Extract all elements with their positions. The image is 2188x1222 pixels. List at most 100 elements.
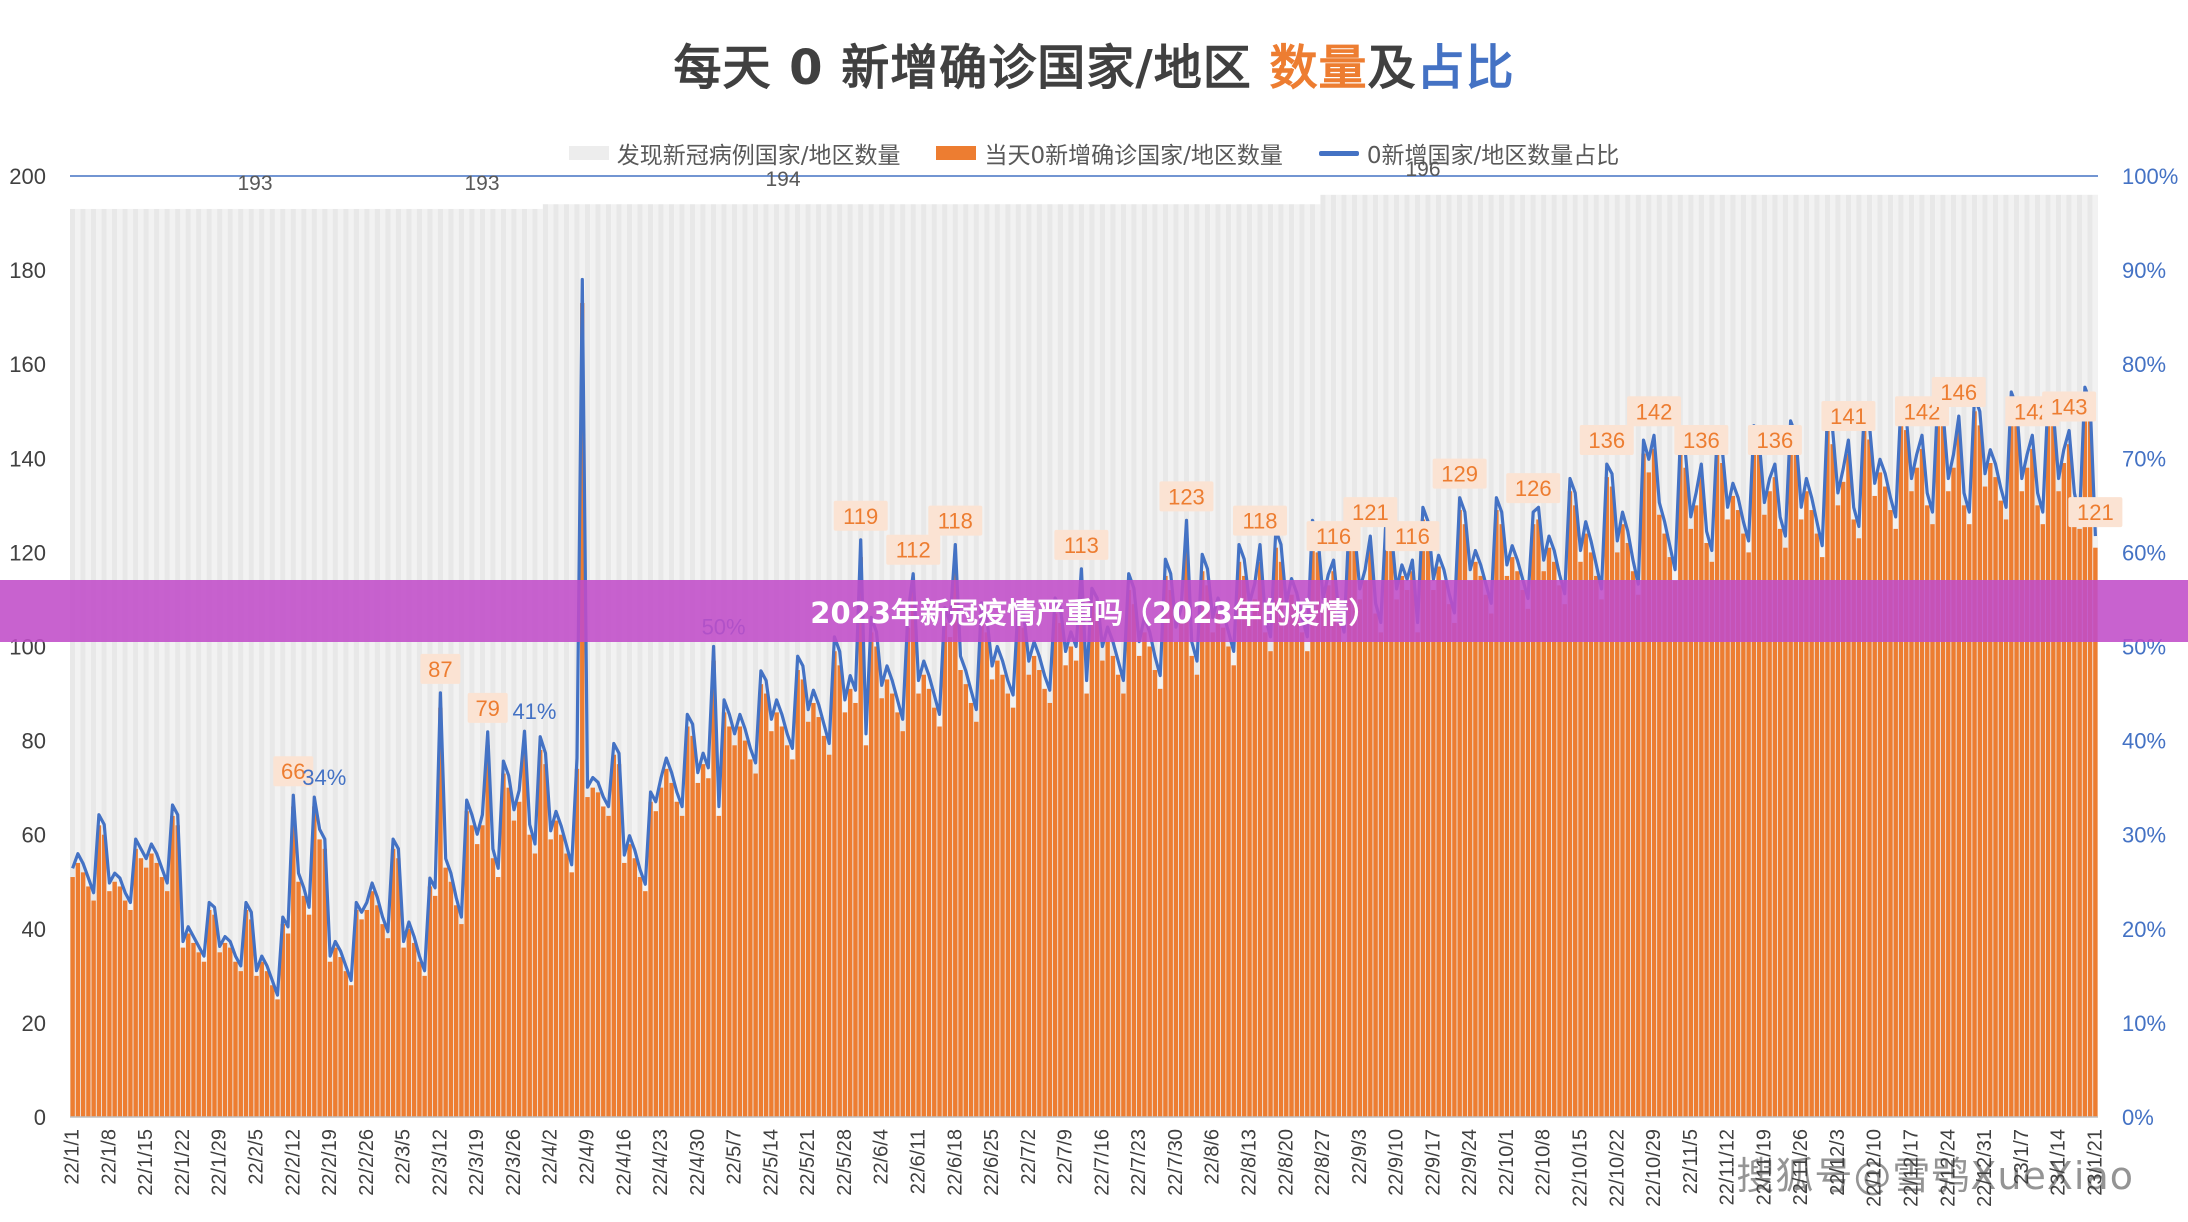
zero-new-bar xyxy=(1200,571,1205,1117)
zero-new-bar xyxy=(974,721,979,1117)
zero-new-bar xyxy=(2014,420,2019,1117)
zero-new-bar xyxy=(1121,693,1126,1117)
watermark: 搜狐号@雪鸮XueXiao xyxy=(1736,1154,2134,1198)
zero-new-bar xyxy=(1457,510,1462,1117)
zero-new-bar xyxy=(1289,594,1294,1117)
total-bar xyxy=(259,208,265,1117)
zero-new-bar xyxy=(779,726,785,1117)
zero-new-bar xyxy=(401,947,406,1117)
zero-new-bar xyxy=(1756,453,1762,1118)
zero-new-bar xyxy=(532,853,538,1117)
zero-new-bar xyxy=(1777,528,1783,1117)
zero-new-bar xyxy=(411,942,417,1117)
chart-title: 每天 0 新增确诊国家/地区 数量及占比 xyxy=(0,28,2188,98)
total-bar xyxy=(458,208,465,1117)
y-tick-right: 20% xyxy=(2122,917,2166,942)
total-bar xyxy=(211,208,218,1117)
zero-new-bar xyxy=(1226,646,1231,1117)
x-tick-label: 22/10/15 xyxy=(1569,1129,1591,1207)
legend-swatch-zero xyxy=(936,146,977,160)
zero-new-bar xyxy=(879,698,884,1117)
total-bar xyxy=(464,208,470,1117)
total-bar xyxy=(469,208,475,1117)
zero-new-bar xyxy=(285,933,291,1117)
total-value-label: 194 xyxy=(765,168,800,191)
ratio-data-label: 41% xyxy=(512,699,556,724)
zero-new-bar xyxy=(327,961,333,1117)
zero-new-bar xyxy=(180,947,186,1117)
zero-new-bar xyxy=(774,712,779,1117)
zero-new-bar xyxy=(1646,472,1651,1117)
total-bar xyxy=(185,208,191,1117)
zero-new-bar xyxy=(301,895,307,1117)
count-data-label: 129 xyxy=(1441,462,1478,487)
legend-item-total: 发现新冠病例国家/地区数量 xyxy=(568,136,900,170)
total-bar xyxy=(175,208,181,1117)
zero-new-bar xyxy=(1651,448,1657,1117)
y-tick-left: 160 xyxy=(9,352,46,377)
total-bar xyxy=(506,208,512,1117)
total-bar xyxy=(348,208,354,1117)
x-tick-label: 22/1/22 xyxy=(172,1129,194,1196)
zero-new-bar xyxy=(1657,514,1662,1117)
zero-new-bar xyxy=(354,909,359,1117)
zero-new-bar xyxy=(1320,608,1326,1117)
total-bar xyxy=(779,204,785,1118)
zero-new-bar xyxy=(1126,590,1131,1117)
zero-new-bar xyxy=(1404,590,1410,1117)
zero-new-bar xyxy=(895,712,900,1117)
zero-new-bar xyxy=(769,731,774,1117)
total-bar xyxy=(133,208,139,1117)
y-tick-right: 30% xyxy=(2122,823,2166,848)
y-tick-left: 60 xyxy=(22,823,46,848)
zero-new-bar xyxy=(1919,448,1925,1117)
zero-new-bar xyxy=(947,637,953,1117)
zero-new-bar xyxy=(627,844,632,1117)
zero-new-bar xyxy=(1840,481,1846,1117)
zero-new-bar xyxy=(1341,641,1347,1117)
zero-new-bar xyxy=(580,303,585,1117)
zero-new-bar xyxy=(979,618,984,1117)
total-bar xyxy=(358,208,365,1117)
zero-new-bar xyxy=(1798,519,1804,1117)
zero-new-bar xyxy=(1714,448,1720,1117)
total-bar xyxy=(763,204,769,1118)
zero-new-bar xyxy=(606,815,611,1117)
total-value-label: 193 xyxy=(237,172,272,195)
zero-new-bar xyxy=(243,909,249,1117)
zero-new-bar xyxy=(1751,439,1757,1118)
total-bar xyxy=(689,204,696,1118)
zero-new-bar xyxy=(238,971,243,1117)
total-bar xyxy=(700,204,706,1118)
total-bar xyxy=(327,208,333,1117)
zero-new-bar xyxy=(1068,646,1074,1117)
total-bar xyxy=(747,204,754,1118)
total-bar xyxy=(332,208,338,1117)
x-tick-label: 22/11/5 xyxy=(1680,1129,1702,1194)
x-tick-label: 22/7/9 xyxy=(1055,1129,1077,1185)
zero-new-bar xyxy=(495,877,501,1117)
y-tick-right: 80% xyxy=(2122,352,2166,377)
zero-new-bar xyxy=(1725,519,1730,1117)
count-label-box xyxy=(2068,497,2123,528)
zero-new-bar xyxy=(1835,505,1841,1118)
zero-new-bar xyxy=(364,909,370,1117)
zero-new-bar xyxy=(348,985,354,1117)
zero-new-bar xyxy=(1310,538,1315,1117)
total-bar xyxy=(374,208,380,1117)
zero-new-bar xyxy=(1683,467,1688,1118)
total-bar xyxy=(322,208,328,1117)
zero-new-bar xyxy=(480,825,485,1117)
total-bar xyxy=(495,208,501,1117)
x-tick-label: 22/5/14 xyxy=(760,1129,782,1196)
zero-new-bar xyxy=(1515,571,1520,1117)
zero-new-bar xyxy=(1557,585,1562,1117)
x-tick-label: 22/10/8 xyxy=(1533,1129,1555,1196)
zero-new-bar xyxy=(86,886,91,1117)
count-data-label: 66 xyxy=(281,759,305,784)
zero-new-bar xyxy=(2082,401,2088,1118)
total-bar xyxy=(400,208,407,1117)
x-tick-label: 22/8/6 xyxy=(1202,1129,1224,1185)
legend-swatch-total xyxy=(568,146,609,160)
zero-new-bar xyxy=(1452,622,1457,1117)
